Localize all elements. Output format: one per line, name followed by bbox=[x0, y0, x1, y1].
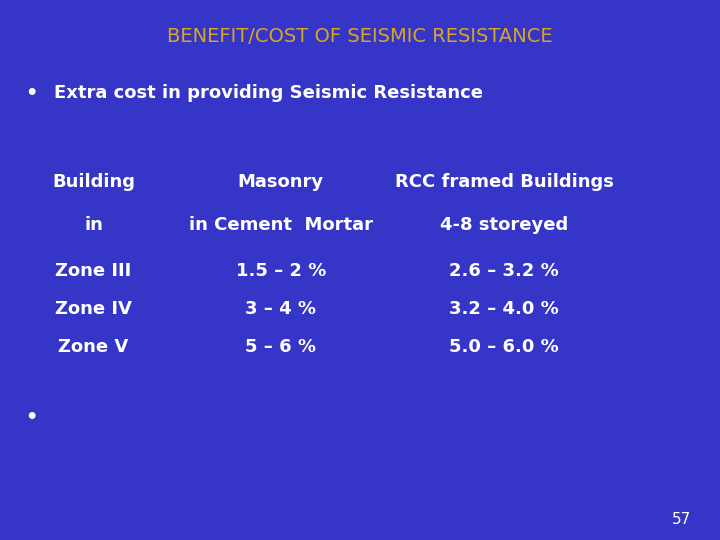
Text: •: • bbox=[25, 84, 37, 103]
Text: in: in bbox=[84, 216, 103, 234]
Text: 5 – 6 %: 5 – 6 % bbox=[246, 338, 316, 355]
Text: 57: 57 bbox=[672, 511, 691, 526]
Text: RCC framed Buildings: RCC framed Buildings bbox=[395, 173, 613, 191]
Text: 3 – 4 %: 3 – 4 % bbox=[246, 300, 316, 318]
Text: •: • bbox=[25, 408, 37, 427]
Text: Zone V: Zone V bbox=[58, 338, 129, 355]
Text: Masonry: Masonry bbox=[238, 173, 324, 191]
Text: Building: Building bbox=[52, 173, 135, 191]
Text: 4-8 storeyed: 4-8 storeyed bbox=[440, 216, 568, 234]
Text: 3.2 – 4.0 %: 3.2 – 4.0 % bbox=[449, 300, 559, 318]
Text: Extra cost in providing Seismic Resistance: Extra cost in providing Seismic Resistan… bbox=[54, 84, 483, 102]
Text: 1.5 – 2 %: 1.5 – 2 % bbox=[235, 262, 326, 280]
Text: 5.0 – 6.0 %: 5.0 – 6.0 % bbox=[449, 338, 559, 355]
Text: Zone III: Zone III bbox=[55, 262, 132, 280]
Text: BENEFIT/COST OF SEISMIC RESISTANCE: BENEFIT/COST OF SEISMIC RESISTANCE bbox=[167, 27, 553, 46]
Text: 2.6 – 3.2 %: 2.6 – 3.2 % bbox=[449, 262, 559, 280]
Text: in Cement  Mortar: in Cement Mortar bbox=[189, 216, 373, 234]
Text: Zone IV: Zone IV bbox=[55, 300, 132, 318]
